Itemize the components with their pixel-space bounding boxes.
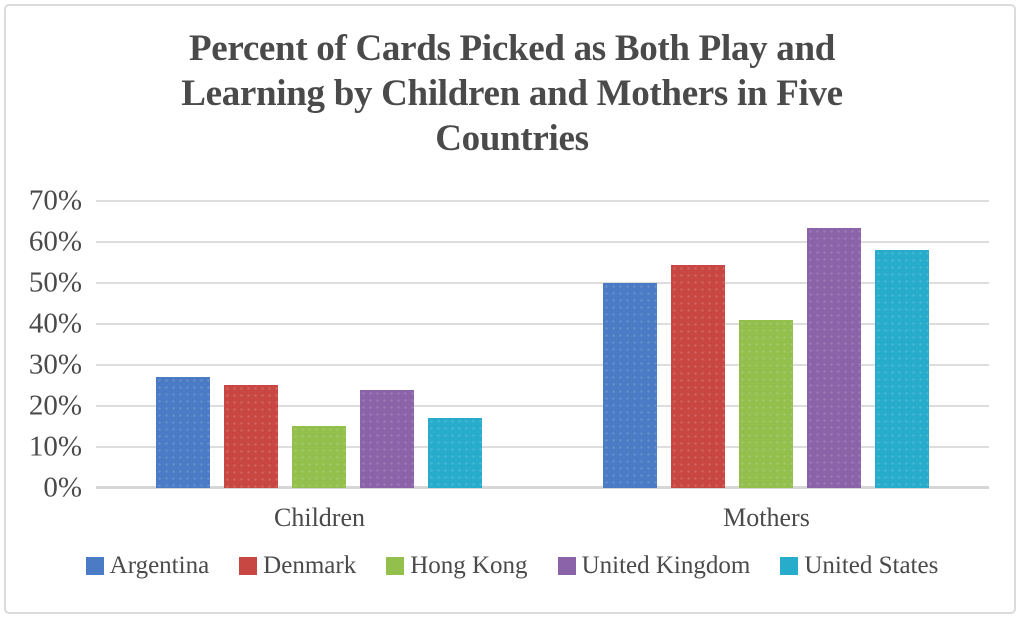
chart-title: Percent of Cards Picked as Both Play and… [181, 28, 843, 159]
legend-item-united-kingdom: United Kingdom [557, 552, 751, 580]
bar-mothers-argentina [603, 283, 657, 488]
legend-label: United Kingdom [581, 552, 751, 579]
legend-item-argentina: Argentina [85, 552, 210, 580]
legend-item-hong-kong: Hong Kong [386, 552, 528, 580]
bar-mothers-united-kingdom [807, 228, 861, 488]
legend-label: Denmark [263, 552, 357, 579]
x-axis-category-label-mothers: Mothers [723, 503, 810, 532]
bar-children-united-states [428, 418, 482, 488]
legend-swatch-icon [85, 557, 104, 575]
y-axis-tick-label: 60% [28, 225, 82, 258]
bar-children-argentina [156, 377, 210, 488]
plot-area: 0% 10% 20% 30% 40% 50% 60% 70% [29, 186, 989, 502]
bar-mothers-hong-kong [739, 320, 793, 488]
x-axis-line [96, 486, 989, 489]
gridline [96, 282, 989, 284]
bar-children-denmark [224, 385, 278, 488]
gridline [96, 446, 989, 448]
y-axis-tick-label: 40% [28, 307, 82, 340]
legend-item-united-states: United States [780, 552, 938, 580]
gridline [96, 323, 989, 325]
y-axis-tick-label: 50% [28, 266, 82, 299]
bar-mothers-denmark [671, 265, 725, 488]
legend-swatch-icon [557, 557, 576, 575]
legend-item-denmark: Denmark [239, 552, 356, 580]
x-axis-category-label-children: Children [274, 503, 365, 532]
gridline [96, 405, 989, 407]
legend-label: Hong Kong [410, 552, 528, 579]
legend-label: United States [804, 552, 939, 579]
bar-children-hong-kong [292, 426, 346, 488]
legend-label: Argentina [109, 552, 210, 579]
bar-children-united-kingdom [360, 390, 414, 488]
y-axis-tick-label: 30% [28, 348, 82, 381]
legend: Argentina Denmark Hong Kong United Kingdom U… [0, 552, 1024, 580]
legend-swatch-icon [386, 557, 405, 575]
y-axis-tick-label: 0% [43, 471, 82, 504]
bar-mothers-united-states [875, 250, 929, 488]
gridline [96, 200, 989, 202]
legend-swatch-icon [780, 557, 799, 575]
gridline [96, 364, 989, 366]
y-axis-tick-label: 20% [28, 389, 82, 422]
legend-swatch-icon [239, 557, 258, 575]
y-axis-tick-label: 70% [28, 184, 82, 217]
gridline [96, 241, 989, 243]
y-axis-tick-label: 10% [28, 430, 82, 463]
